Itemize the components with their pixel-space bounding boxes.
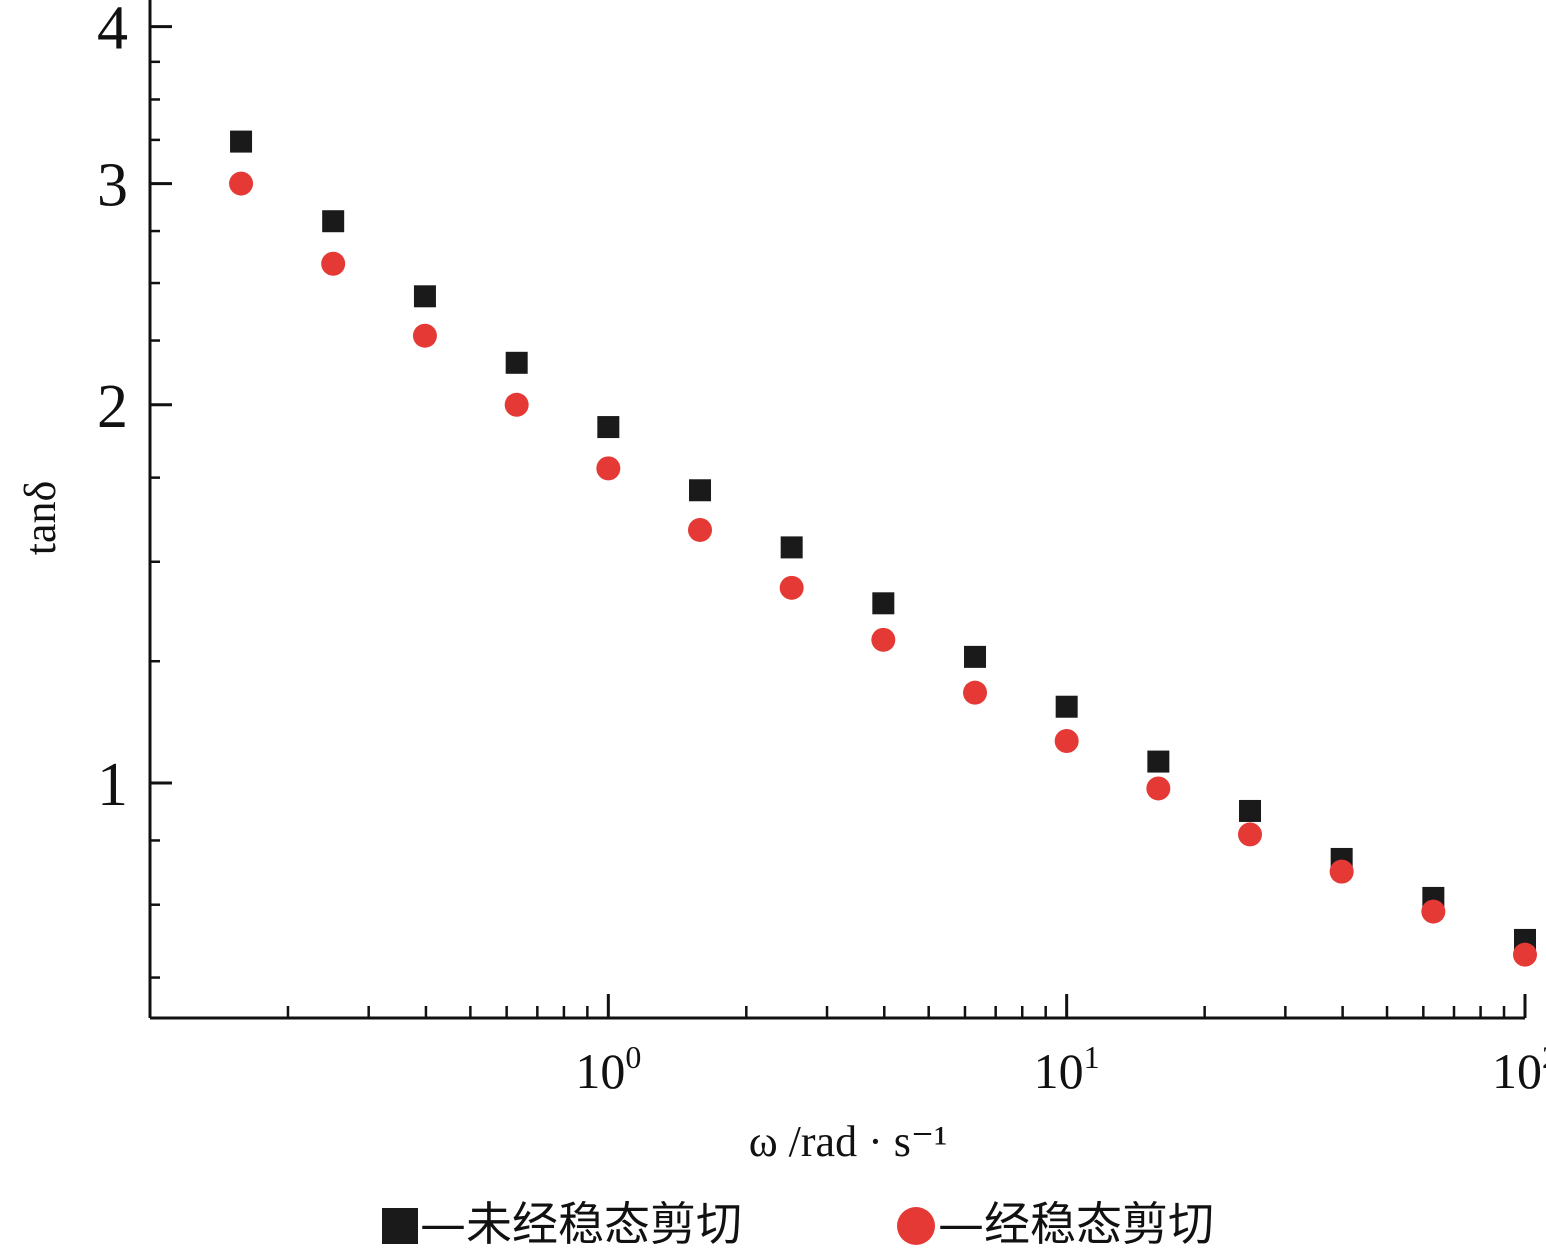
axes [148, 0, 1525, 1020]
y-axis-label: tanδ [16, 481, 65, 556]
legend-label-series-2: —经稳态剪切 [938, 1197, 1214, 1251]
y-tick-label: 4 [97, 0, 128, 63]
data-point-series-1 [964, 645, 987, 668]
data-point-series-1 [780, 536, 803, 559]
data-point-series-1 [872, 592, 895, 615]
data-point-series-2 [412, 323, 437, 348]
data-point-series-2 [596, 456, 621, 481]
data-point-series-2 [963, 680, 988, 705]
data-point-series-1 [230, 130, 253, 153]
data-point-series-1 [1147, 750, 1170, 773]
ticks: 1 2 3 4 100 101 102 [97, 0, 1546, 1099]
data-point-series-2 [1238, 822, 1263, 847]
y-tick-label: 1 [97, 751, 128, 819]
data-point-series-2 [871, 627, 896, 652]
x-tick-label: 101 [1034, 1039, 1100, 1099]
legend-circle-icon [897, 1207, 935, 1245]
x-tick-label: 100 [575, 1039, 641, 1099]
data-points [229, 130, 1537, 967]
data-point-series-2 [321, 251, 346, 276]
data-point-series-1 [689, 479, 712, 502]
data-point-series-1 [413, 285, 436, 308]
legend: —未经稳态剪切 —经稳态剪切 [382, 1197, 1214, 1251]
data-point-series-1 [1239, 799, 1262, 822]
x-tick-label: 102 [1492, 1039, 1546, 1099]
data-point-series-1 [597, 416, 620, 439]
data-point-series-2 [1513, 942, 1537, 967]
y-tick-label: 3 [97, 152, 128, 220]
data-point-series-1 [322, 210, 345, 233]
data-point-series-1 [505, 351, 528, 374]
data-point-series-2 [1421, 899, 1446, 924]
data-point-series-2 [1329, 859, 1354, 884]
y-tick-label: 2 [97, 373, 128, 441]
data-point-series-2 [504, 392, 529, 417]
data-point-series-2 [1146, 776, 1171, 801]
data-point-series-2 [779, 575, 804, 600]
legend-square-icon [382, 1208, 418, 1244]
data-point-series-2 [229, 171, 254, 196]
data-point-series-1 [1055, 695, 1078, 718]
data-point-series-2 [688, 517, 713, 542]
legend-label-series-1: —未经稳态剪切 [420, 1197, 742, 1251]
x-axis-label: ω /rad · s⁻¹ [749, 1117, 948, 1166]
data-point-series-2 [1054, 728, 1079, 753]
